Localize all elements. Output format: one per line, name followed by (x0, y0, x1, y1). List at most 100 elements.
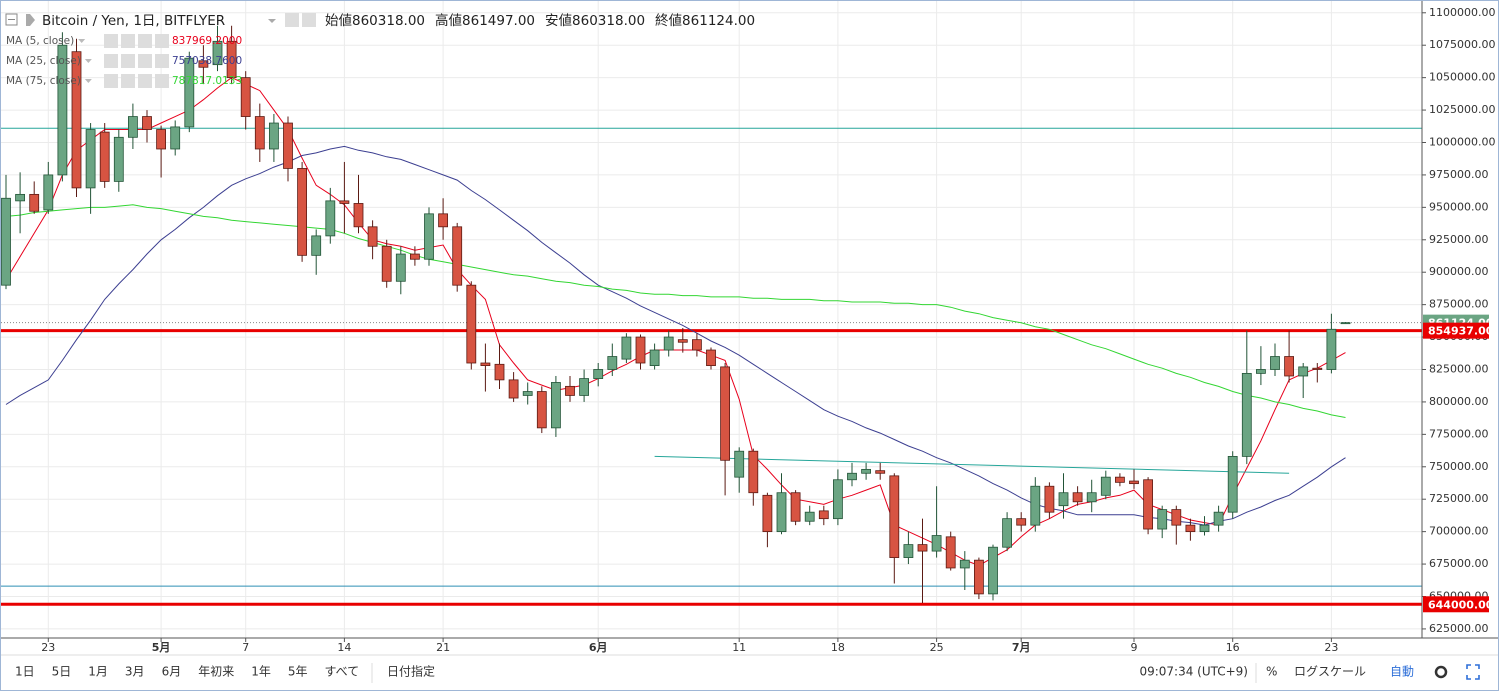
candle-body (1241, 372, 1252, 457)
candle-body (677, 339, 688, 343)
candle-body (1129, 480, 1139, 485)
candle-body (748, 450, 759, 494)
legend-button[interactable] (138, 74, 152, 88)
range-button[interactable]: 年初来 (198, 665, 234, 679)
settings-button[interactable] (302, 13, 316, 27)
legend-button[interactable] (138, 34, 152, 48)
trendline (654, 455, 1290, 474)
candle-body (254, 116, 265, 150)
y-tick-label: 1100000.00 (1429, 6, 1495, 19)
ohlc-label: 高値 (435, 12, 462, 29)
range-button[interactable]: 1日 (15, 665, 35, 679)
candle-body (1002, 518, 1012, 548)
y-tick-label: 1000000.00 (1429, 135, 1495, 148)
legend-button[interactable] (104, 74, 118, 88)
legend-button[interactable] (121, 74, 135, 88)
legend-dropdown[interactable] (78, 39, 86, 43)
candle-body (931, 535, 942, 552)
candle-body (1100, 476, 1111, 496)
candle-body (649, 349, 660, 367)
candle-body (607, 356, 618, 370)
legend-button[interactable] (155, 54, 169, 68)
y-tick-label: 925000.00 (1429, 233, 1489, 246)
legend-button[interactable] (155, 34, 169, 48)
candle-body (1115, 476, 1125, 483)
candle-body (889, 475, 900, 558)
auto-toggle[interactable]: 自動 (1390, 665, 1414, 679)
settings-icon[interactable] (1434, 665, 1448, 679)
candle-body (198, 60, 209, 68)
candle-body (1340, 322, 1351, 325)
fullscreen-icon[interactable] (1466, 664, 1480, 680)
candle-body (409, 253, 420, 260)
percent-toggle[interactable]: % (1266, 665, 1277, 679)
y-tick-label: 800000.00 (1429, 395, 1489, 408)
legend: MA (5, close) 837969.2000 MA (25, close) 75… (6, 34, 242, 88)
candle-body (381, 245, 392, 282)
candle-body (579, 378, 589, 396)
candle-body (1058, 492, 1069, 507)
x-tick-label: 18 (831, 641, 845, 654)
y-tick-label: 625000.00 (1429, 622, 1489, 635)
legend-button[interactable] (104, 54, 118, 68)
ma-line (5, 204, 1346, 418)
candle-body (85, 129, 96, 189)
range-button[interactable]: 5年 (288, 665, 308, 679)
y-tick-label: 700000.00 (1429, 525, 1489, 538)
x-tick-label: 14 (337, 641, 351, 654)
ohlc-header: 始値 860318.00 高値 861497.00 安値 860318.00 終値 86112… (325, 12, 755, 29)
ma-line (5, 145, 1346, 526)
candle-body (720, 366, 730, 461)
candle-body (170, 126, 181, 150)
collapse-icon[interactable] (5, 13, 18, 26)
x-tick-label: 21 (436, 641, 450, 654)
legend-button[interactable] (138, 54, 152, 68)
legend-button[interactable] (121, 54, 135, 68)
range-button[interactable]: 6月 (162, 665, 182, 679)
legend-button[interactable] (155, 74, 169, 88)
range-button[interactable]: 1月 (88, 665, 108, 679)
candle-body (1086, 492, 1097, 503)
legend-button[interactable] (104, 34, 118, 48)
ohlc-value: 860318.00 (572, 13, 645, 29)
x-tick-label: 23 (41, 641, 55, 654)
range-button[interactable]: 1年 (251, 665, 271, 679)
candle-body (29, 193, 40, 212)
y-tick-label: 825000.00 (1429, 362, 1489, 375)
candle-body (692, 339, 702, 351)
legend-name: MA (75, close) (6, 75, 81, 87)
x-tick-label: 7 (242, 641, 249, 654)
candle-body (142, 116, 152, 130)
candle-body (1185, 524, 1196, 533)
candle-body (522, 391, 533, 396)
range-button[interactable]: 5日 (52, 665, 72, 679)
legend-button[interactable] (121, 34, 135, 48)
grid (1, 1, 1422, 638)
candle-body (15, 193, 26, 202)
candle-body (367, 226, 378, 247)
x-tick-label: 16 (1226, 641, 1240, 654)
candle-body (57, 44, 68, 176)
y-tick-label: 775000.00 (1429, 427, 1489, 440)
ohlc-value: 861124.00 (682, 13, 755, 29)
y-tick-label: 675000.00 (1429, 557, 1489, 570)
range-button[interactable]: すべて (325, 665, 360, 679)
log-toggle[interactable]: ログスケール (1294, 665, 1366, 679)
candle-body (959, 559, 970, 569)
legend-dropdown[interactable] (84, 59, 92, 63)
dropdown[interactable] (268, 19, 276, 23)
eye-button[interactable] (285, 13, 299, 27)
candle-body (861, 468, 871, 474)
range-button[interactable]: 3月 (125, 665, 145, 679)
candle-body (1199, 524, 1210, 533)
candle-body (536, 391, 547, 429)
legend-value: 837969.2000 (172, 35, 242, 47)
candle-body (804, 511, 815, 522)
custom-range[interactable]: 日付指定 (387, 664, 435, 679)
y-tick-label: 1075000.00 (1429, 38, 1495, 51)
candle-body (1072, 492, 1083, 503)
ohlc-label: 安値 (545, 13, 572, 29)
symbol-icon (26, 14, 35, 26)
legend-dropdown[interactable] (84, 79, 92, 83)
